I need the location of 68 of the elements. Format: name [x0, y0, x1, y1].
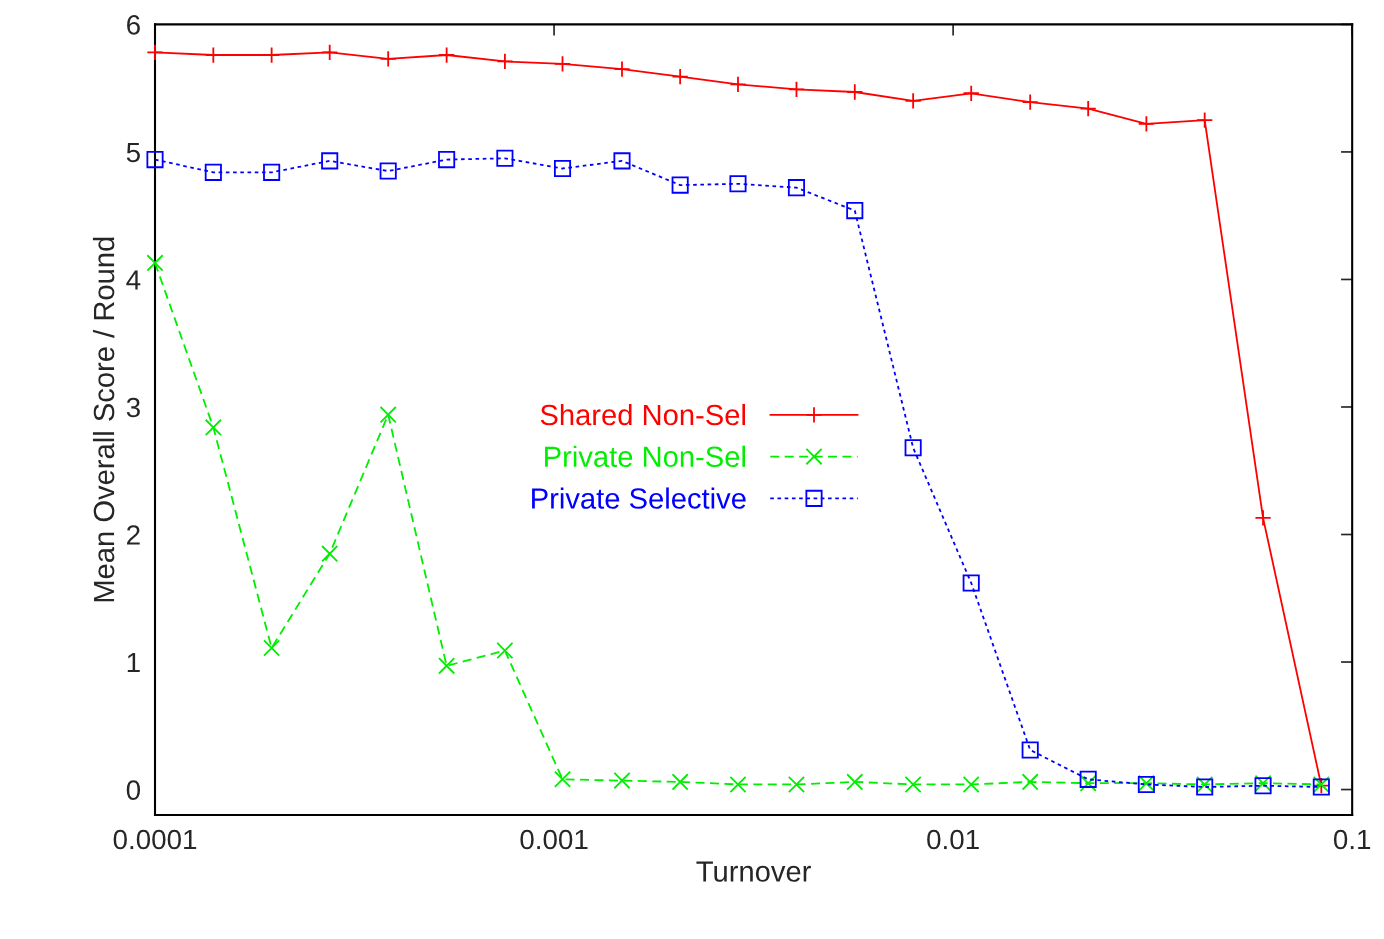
point [904, 775, 922, 793]
legend-label: Shared Non-Sel [540, 403, 745, 426]
point [438, 46, 456, 64]
point [146, 43, 164, 62]
point [553, 770, 572, 788]
point [671, 68, 689, 86]
point [729, 175, 747, 193]
point [1021, 773, 1039, 791]
legend-label: Private Non-Sel [545, 445, 745, 468]
point [1021, 741, 1039, 759]
point [1079, 770, 1097, 788]
point [787, 80, 806, 98]
point [1137, 115, 1155, 133]
point [379, 50, 397, 68]
point [553, 159, 572, 178]
point [962, 574, 980, 592]
point [1079, 774, 1097, 792]
point [904, 92, 922, 110]
y-tick-label: 0 [126, 780, 141, 800]
point [379, 162, 397, 180]
point [204, 163, 222, 181]
point [379, 406, 397, 424]
point [729, 75, 747, 93]
point [263, 163, 281, 181]
point [321, 43, 339, 62]
point [146, 254, 164, 272]
point [204, 418, 222, 436]
x-tick-label: 0.0001 [113, 829, 197, 850]
point [438, 657, 456, 675]
y-tick-label: 3 [126, 397, 140, 418]
y-tick-label: 4 [126, 270, 141, 290]
point [321, 545, 339, 563]
point [962, 775, 980, 793]
point [321, 152, 339, 170]
point [962, 84, 980, 102]
point [496, 149, 514, 167]
point [671, 176, 689, 194]
point [846, 83, 864, 101]
point [787, 775, 806, 793]
x-axis-title: Turnover [696, 861, 811, 882]
point [846, 202, 864, 220]
x-tick-label: 0.001 [520, 829, 588, 850]
point [146, 151, 164, 169]
point [553, 55, 572, 73]
point [1254, 509, 1272, 527]
x-tick-label: 0.1 [1333, 829, 1371, 850]
x-tick-label: 0.01 [927, 829, 979, 850]
point [438, 151, 456, 169]
point [613, 152, 631, 170]
point [729, 775, 747, 793]
point [263, 639, 281, 657]
legend-label: Private Selective [532, 487, 746, 509]
point [671, 773, 689, 791]
y-axis-title: Mean Overall Score / Round [92, 237, 115, 602]
point [613, 772, 631, 790]
point [787, 179, 806, 197]
point [496, 52, 514, 70]
point [846, 773, 864, 791]
point [613, 60, 631, 78]
y-tick-label: 5 [126, 142, 140, 163]
point [1079, 100, 1097, 118]
y-tick-label: 1 [127, 652, 140, 673]
point [1021, 93, 1039, 111]
point [496, 642, 514, 660]
point [904, 439, 922, 457]
point [1196, 111, 1214, 129]
y-tick-label: 2 [127, 525, 140, 545]
y-tick-label: 6 [127, 15, 140, 35]
